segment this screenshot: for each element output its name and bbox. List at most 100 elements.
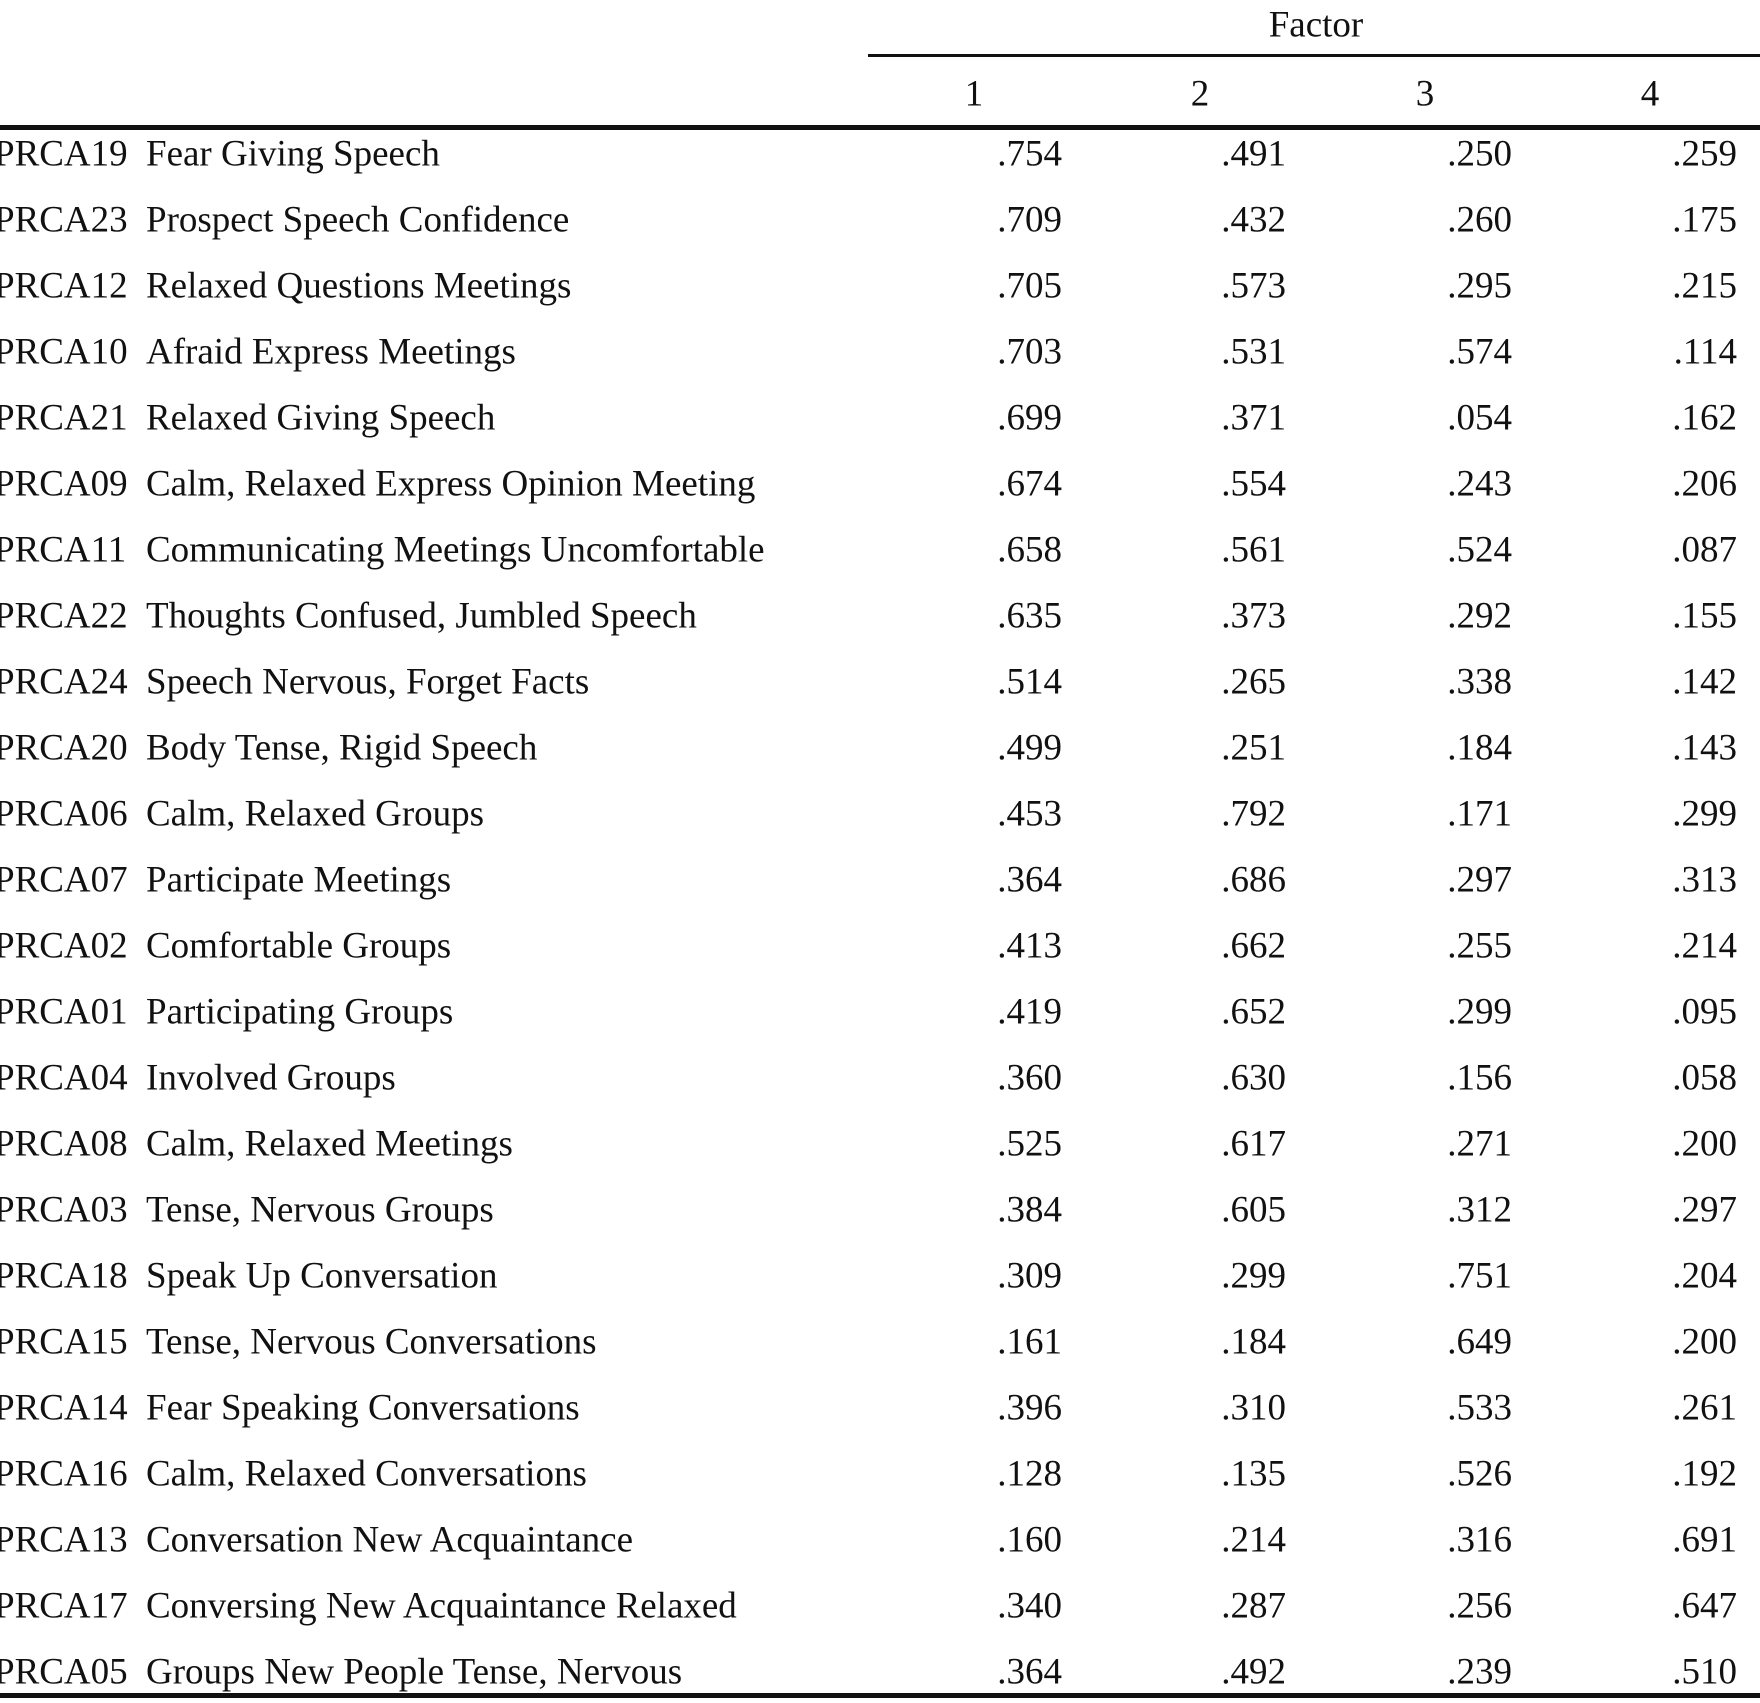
loading: .526 (1447, 1453, 1512, 1494)
loading: .243 (1447, 463, 1512, 504)
loading: .432 (1221, 199, 1286, 240)
loading: .271 (1447, 1123, 1512, 1164)
column-header: 4 (1641, 73, 1660, 114)
loading: .192 (1672, 1453, 1737, 1494)
loading: .674 (997, 463, 1062, 504)
item-code: PRCA13 (0, 1519, 128, 1560)
loading: .754 (997, 133, 1062, 174)
loading: .255 (1447, 925, 1512, 966)
item-code: PRCA01 (0, 991, 128, 1032)
loading: .533 (1447, 1387, 1512, 1428)
loading: .573 (1221, 265, 1286, 306)
item-code: PRCA02 (0, 925, 128, 966)
item-label: Groups New People Tense, Nervous (146, 1651, 682, 1692)
item-label: Speech Nervous, Forget Facts (146, 661, 589, 702)
loading: .184 (1447, 727, 1512, 768)
item-label: Afraid Express Meetings (146, 331, 516, 372)
item-label: Fear Giving Speech (146, 133, 440, 174)
item-label: Comfortable Groups (146, 925, 451, 966)
item-label: Tense, Nervous Groups (146, 1189, 494, 1230)
loading: .371 (1221, 397, 1286, 438)
item-code: PRCA17 (0, 1585, 128, 1626)
loading: .699 (997, 397, 1062, 438)
loading: .156 (1447, 1057, 1512, 1098)
loading: .647 (1672, 1585, 1737, 1626)
loading: .299 (1447, 991, 1512, 1032)
loading: .396 (997, 1387, 1062, 1428)
item-label: Fear Speaking Conversations (146, 1387, 580, 1428)
loading: .662 (1221, 925, 1286, 966)
item-code: PRCA07 (0, 859, 128, 900)
item-code: PRCA16 (0, 1453, 128, 1494)
loading: .265 (1221, 661, 1286, 702)
loading: .691 (1672, 1519, 1737, 1560)
loading: .499 (997, 727, 1062, 768)
loading: .214 (1221, 1519, 1286, 1560)
loading: .709 (997, 199, 1062, 240)
loading: .095 (1672, 991, 1737, 1032)
loading: .128 (997, 1453, 1062, 1494)
loading: .260 (1447, 199, 1512, 240)
column-header: 1 (965, 73, 984, 114)
loading: .214 (1672, 925, 1737, 966)
item-code: PRCA03 (0, 1189, 128, 1230)
loading: .652 (1221, 991, 1286, 1032)
loading: .058 (1672, 1057, 1737, 1098)
loading: .171 (1447, 793, 1512, 834)
loading: .204 (1672, 1255, 1737, 1296)
loading: .792 (1221, 793, 1286, 834)
item-code: PRCA15 (0, 1321, 128, 1362)
item-code: PRCA18 (0, 1255, 128, 1296)
item-code: PRCA20 (0, 727, 128, 768)
loading: .087 (1672, 529, 1737, 570)
loading: .292 (1447, 595, 1512, 636)
loading: .686 (1221, 859, 1286, 900)
loading: .160 (997, 1519, 1062, 1560)
item-code: PRCA21 (0, 397, 128, 438)
loading: .510 (1672, 1651, 1737, 1692)
item-code: PRCA08 (0, 1123, 128, 1164)
item-code: PRCA19 (0, 133, 128, 174)
loading: .206 (1672, 463, 1737, 504)
loading: .658 (997, 529, 1062, 570)
item-label: Calm, Relaxed Meetings (146, 1123, 513, 1164)
loading: .364 (997, 1651, 1062, 1692)
loading: .135 (1221, 1453, 1286, 1494)
item-code: PRCA12 (0, 265, 128, 306)
loading: .630 (1221, 1057, 1286, 1098)
loading: .751 (1447, 1255, 1512, 1296)
loading: .531 (1221, 331, 1286, 372)
loading: .142 (1672, 661, 1737, 702)
loading: .574 (1447, 331, 1512, 372)
loading: .259 (1672, 133, 1737, 174)
loading: .705 (997, 265, 1062, 306)
loading: .054 (1447, 397, 1512, 438)
loading: .413 (997, 925, 1062, 966)
loading: .287 (1221, 1585, 1286, 1626)
item-code: PRCA23 (0, 199, 128, 240)
item-label: Calm, Relaxed Conversations (146, 1453, 587, 1494)
factor-rule (868, 54, 1760, 57)
item-code: PRCA24 (0, 661, 128, 702)
item-code: PRCA06 (0, 793, 128, 834)
item-code: PRCA10 (0, 331, 128, 372)
loading: .162 (1672, 397, 1737, 438)
item-label: Relaxed Giving Speech (146, 397, 496, 438)
loading: .200 (1672, 1123, 1737, 1164)
loading: .161 (997, 1321, 1062, 1362)
item-code: PRCA22 (0, 595, 128, 636)
loading: .250 (1447, 133, 1512, 174)
loading: .419 (997, 991, 1062, 1032)
loading: .299 (1672, 793, 1737, 834)
loading: .703 (997, 331, 1062, 372)
loading: .312 (1447, 1189, 1512, 1230)
column-header: 3 (1416, 73, 1435, 114)
loading: .340 (997, 1585, 1062, 1626)
loading: .309 (997, 1255, 1062, 1296)
loading: .524 (1447, 529, 1512, 570)
item-code: PRCA09 (0, 463, 128, 504)
loading: .491 (1221, 133, 1286, 174)
item-label: Communicating Meetings Uncomfortable (146, 529, 765, 570)
item-label: Tense, Nervous Conversations (146, 1321, 597, 1362)
